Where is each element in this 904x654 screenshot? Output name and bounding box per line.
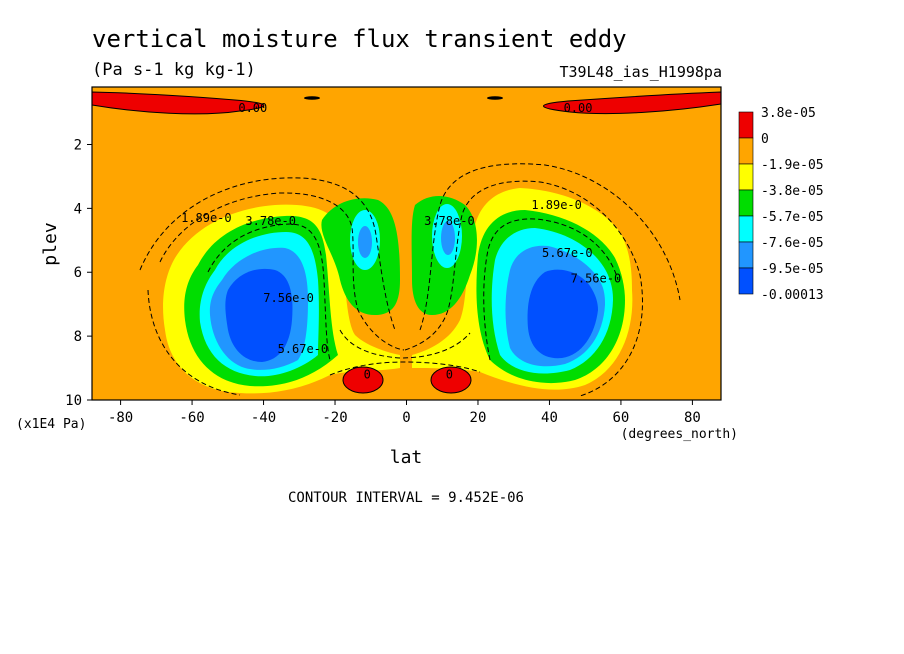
y-tick-label: 6 [74,265,82,281]
plot-area: 0.00 0.00 1.89e-0 3.78e-0 3.78e-0 1.89e-0 5.67… [91,86,722,401]
contour-lines [139,163,681,397]
contour-label: 0 [364,367,371,381]
contour-interval-label: CONTOUR INTERVAL = 9.452E-06 [288,490,524,506]
colorbar-swatch [738,267,754,295]
positive-region-top-small-2 [487,96,503,100]
positive-region-top-left [91,91,265,115]
region-center-right-blue [441,221,455,255]
y-tick-label: 8 [74,329,82,345]
colorbar-label: -1.9e-05 [761,158,824,173]
contour-fill [91,91,722,394]
x-axis: -80 -60 -40 -20 0 20 40 60 80 [108,400,701,426]
x-axis-units: (degrees_north) [621,427,738,442]
colorbar-label: 3.8e-05 [761,106,816,121]
colorbar-swatch [738,215,754,243]
y-axis: 2 4 6 8 10 [65,137,92,409]
x-axis-label: lat [390,447,423,468]
contour-line [483,218,619,361]
contour-label: 0 [446,367,453,381]
contour-line [147,289,241,396]
positive-region-top-small [304,96,320,100]
contour-line [339,329,471,359]
y-tick-label: 2 [74,137,82,153]
chart-units: (Pa s-1 kg kg-1) [92,60,256,80]
contour-labels: 0.00 0.00 1.89e-0 3.78e-0 3.78e-0 1.89e-0 5.67… [181,101,621,382]
contour-label: 1.89e-0 [531,198,582,212]
contour-label: 5.67e-0 [278,342,329,356]
y-tick-label: 10 [65,393,82,409]
region-right-min [527,269,598,359]
x-tick-label: 60 [613,410,630,426]
x-tick-label: 40 [541,410,558,426]
contour-line [404,180,643,397]
contour-label: 3.78e-0 [245,214,296,228]
contour-label: 7.56e-0 [263,291,314,305]
contour-label: 5.67e-0 [542,246,593,260]
contour-line [419,163,681,331]
colorbar-label: -7.6e-05 [761,236,824,251]
contour-label: 0.00 [238,101,267,115]
contour-label: 0.00 [564,101,593,115]
colorbar: 3.8e-05 0 -1.9e-05 -3.8e-05 -5.7e-05 -7.6e-05… [738,106,824,303]
colorbar-label: 0 [761,132,769,147]
y-tick-label: 4 [74,201,82,217]
contour-label: 1.89e-0 [181,211,232,225]
positive-region-top-right [543,91,722,115]
contour-line [159,192,405,351]
region-center-left-blue [358,226,372,258]
x-tick-label: -60 [179,410,204,426]
x-tick-label: 20 [470,410,487,426]
positive-region-bottom-right [430,366,472,394]
dataset-label: T39L48_ias_H1998pa [559,63,722,81]
x-tick-label: -20 [322,410,347,426]
contour-line [329,361,481,376]
colorbar-label: -9.5e-05 [761,262,824,277]
colorbar-label: -3.8e-05 [761,184,824,199]
contour-label: 3.78e-0 [424,214,475,228]
colorbar-swatch [738,189,754,217]
colorbar-swatch [738,137,754,165]
positive-region-bottom-left [342,366,384,394]
x-tick-label: 80 [684,410,701,426]
y-axis-label: plev [40,222,61,265]
contour-line [139,177,396,331]
colorbar-label: -0.00013 [761,288,824,303]
x-tick-label: 0 [402,410,410,426]
contour-line [207,223,331,361]
colorbar-swatch [738,241,754,269]
colorbar-label: -5.7e-05 [761,210,824,225]
x-tick-label: -80 [108,410,133,426]
y-axis-units: (x1E4 Pa) [16,417,86,432]
contour-label: 7.56e-0 [571,272,622,286]
colorbar-swatch [738,163,754,191]
x-tick-label: -40 [251,410,276,426]
region-left-min [225,268,293,362]
colorbar-swatch [738,111,754,139]
region-center-orange-gap [399,270,411,354]
chart-title: vertical moisture flux transient eddy [92,25,627,53]
